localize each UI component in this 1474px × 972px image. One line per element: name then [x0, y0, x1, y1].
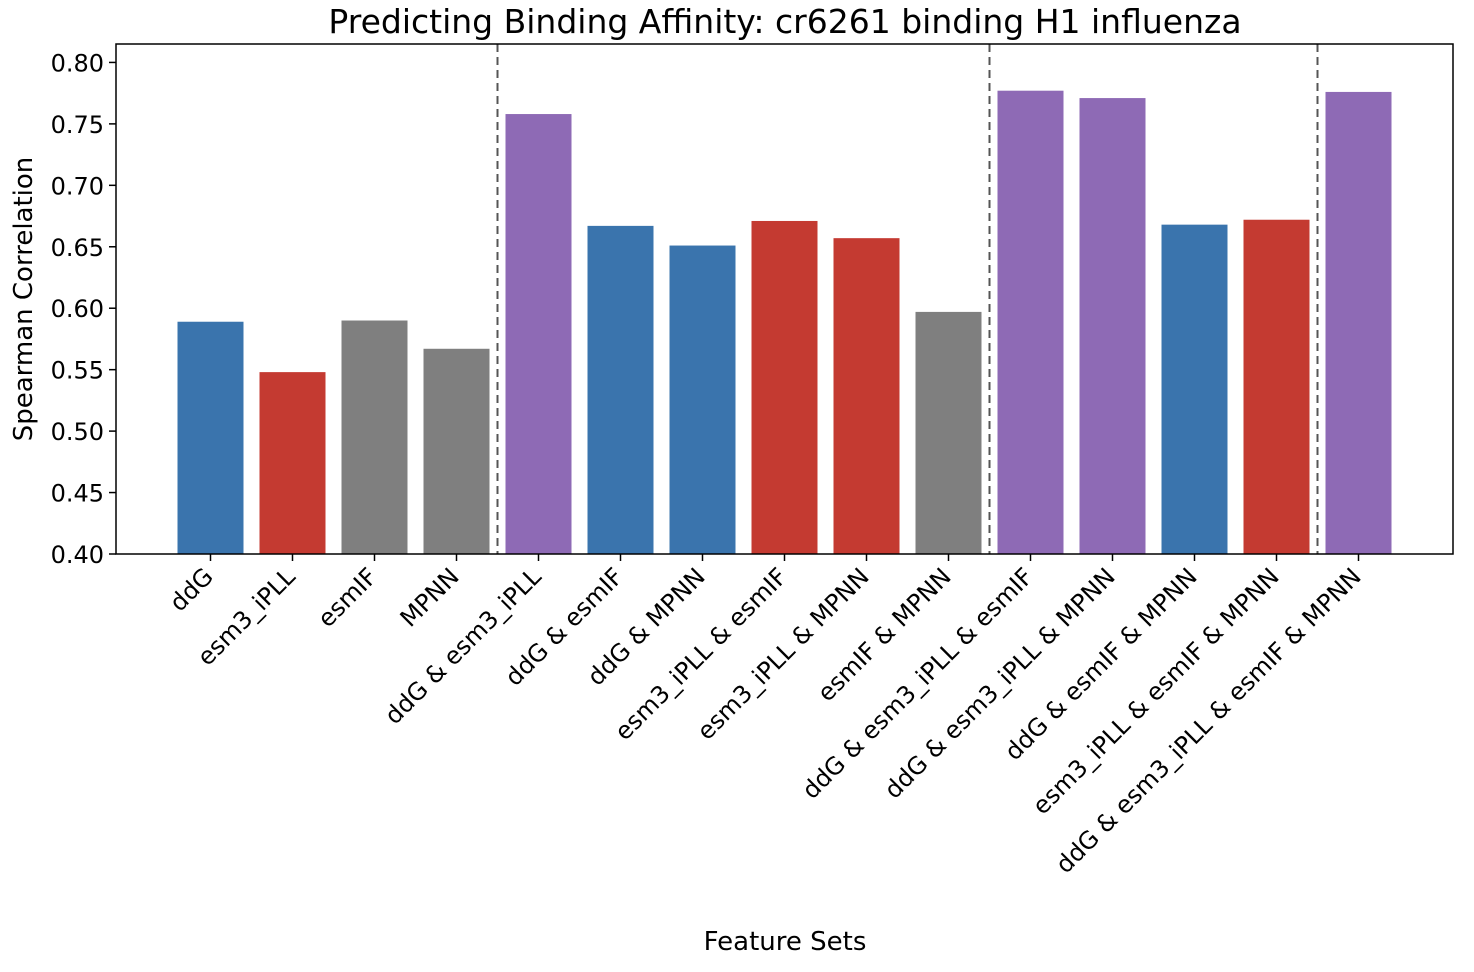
bar-14 — [1325, 91, 1392, 555]
x-tick-label-14: ddG & esm3_iPLL & esmIF & MPNN — [1050, 562, 1366, 878]
bar-1 — [259, 372, 326, 554]
x-tick-label-3: MPNN — [395, 562, 465, 632]
y-tick-label-7: 0.75 — [51, 111, 104, 139]
y-tick-label-1: 0.45 — [51, 480, 104, 508]
y-tick-label-8: 0.80 — [51, 49, 104, 77]
bar-8 — [833, 238, 900, 554]
bar-3 — [423, 348, 490, 554]
bar-4 — [505, 114, 572, 555]
y-tick-label-3: 0.55 — [51, 357, 104, 385]
bar-6 — [669, 245, 736, 554]
x-tick-label-0: ddG — [164, 562, 219, 617]
y-tick-label-2: 0.50 — [51, 418, 104, 446]
bar-0 — [177, 321, 244, 554]
bar-12 — [1161, 224, 1228, 554]
plot-frame — [115, 43, 1454, 555]
y-tick-label-0: 0.40 — [51, 541, 104, 569]
x-tick-label-2: esmIF — [312, 562, 382, 632]
bar-10 — [997, 90, 1064, 554]
bar-2 — [341, 320, 408, 554]
bar-13 — [1243, 219, 1310, 555]
x-axis-label: Feature Sets — [704, 927, 867, 957]
bar-7 — [751, 220, 818, 554]
bar-11 — [1079, 98, 1146, 554]
bar-9 — [915, 311, 982, 554]
y-axis-label: Spearman Correlation — [9, 157, 39, 442]
y-tick-label-5: 0.65 — [51, 234, 104, 262]
plot-area: 0.40 0.45 0.50 0.55 0.60 0.65 0.70 0.75 0.80 ddG e… — [51, 44, 1392, 879]
chart-title: Predicting Binding Affinity: cr6261 bind… — [328, 2, 1241, 41]
x-tick-label-4: ddG & esm3_iPLL — [379, 562, 547, 730]
y-tick-label-4: 0.60 — [51, 295, 104, 323]
bar-5 — [587, 225, 654, 554]
y-tick-label-6: 0.70 — [51, 172, 104, 200]
